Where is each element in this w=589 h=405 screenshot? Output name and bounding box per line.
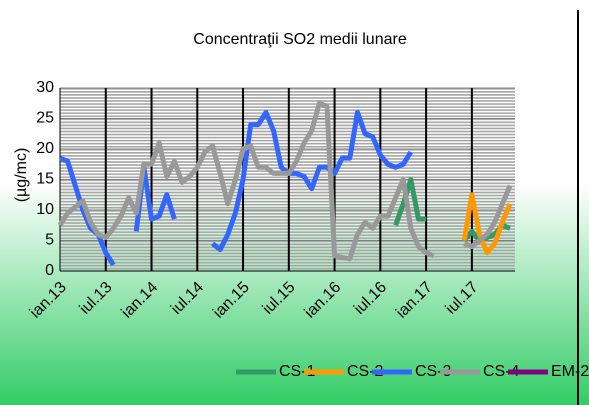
legend-label: CS-1 [279, 363, 316, 380]
legend-label: EM-2 [551, 363, 589, 380]
legend-label: CS-4 [483, 363, 520, 380]
legend-label: CS-2 [347, 363, 384, 380]
y-tick-label: 15 [36, 171, 54, 188]
y-tick-label: 30 [36, 79, 54, 96]
y-tick-label: 0 [45, 262, 54, 279]
y-tick-label: 25 [36, 110, 54, 127]
chart-title: Concentraţii SO2 medii lunare [193, 31, 407, 48]
legend-label: CS-3 [415, 363, 452, 380]
y-tick-label: 10 [36, 201, 54, 218]
series-line [57, 100, 513, 262]
y-tick-label: 20 [36, 140, 54, 157]
y-axis-label: (µg/mc) [13, 148, 30, 203]
series-line [461, 192, 513, 256]
y-tick-label: 5 [45, 232, 54, 249]
